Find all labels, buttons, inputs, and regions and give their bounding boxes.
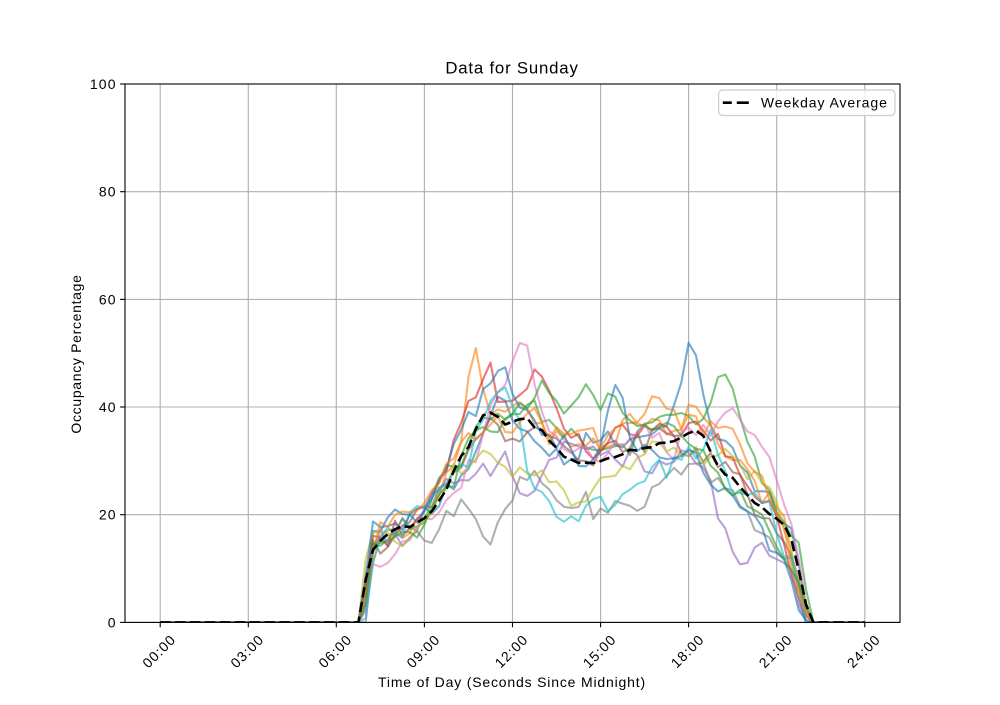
svg-text:20: 20 [99, 507, 117, 523]
svg-text:Occupancy Percentage: Occupancy Percentage [68, 274, 84, 433]
svg-text:Weekday Average: Weekday Average [761, 95, 888, 111]
svg-text:80: 80 [99, 184, 117, 200]
svg-text:Data for Sunday: Data for Sunday [445, 59, 578, 78]
svg-text:100: 100 [90, 76, 117, 92]
svg-text:Time of Day (Seconds Since Mid: Time of Day (Seconds Since Midnight) [378, 674, 646, 690]
svg-text:40: 40 [99, 399, 117, 415]
svg-text:60: 60 [99, 291, 117, 307]
svg-text:0: 0 [108, 614, 117, 630]
